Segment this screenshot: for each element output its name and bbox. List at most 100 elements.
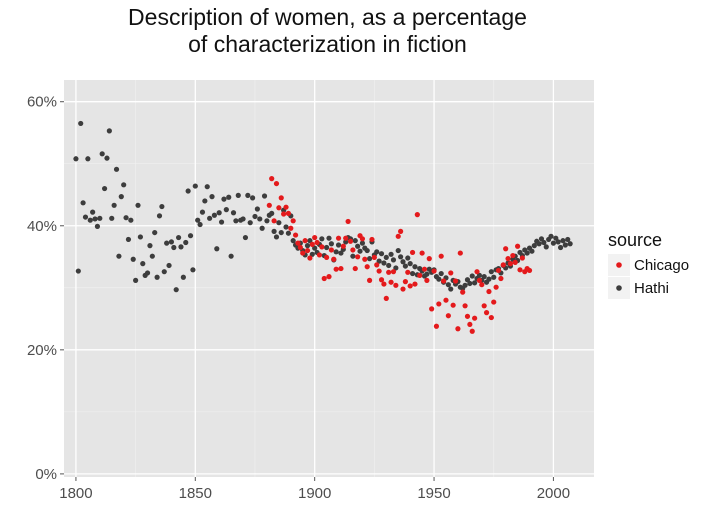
chicago-point	[395, 233, 401, 239]
chicago-point	[488, 314, 494, 321]
hathi-point	[388, 251, 394, 257]
chicago-point	[328, 247, 334, 253]
hathi-point	[94, 223, 101, 229]
hathi-point	[469, 273, 475, 279]
hathi-point	[283, 224, 289, 230]
hathi-point	[240, 216, 246, 222]
chicago-point	[350, 247, 356, 253]
hathi-point	[438, 270, 444, 277]
chicago-point	[362, 256, 368, 262]
x-tick-label: 1850	[179, 485, 212, 502]
chicago-point	[507, 261, 514, 267]
chicago-point	[333, 266, 339, 272]
chicago-point	[378, 277, 385, 283]
hathi-point	[75, 268, 81, 274]
hathi-point	[123, 215, 129, 221]
legend-label-hathi: Hathi	[634, 280, 669, 297]
hathi-point	[171, 244, 177, 251]
hathi-point	[374, 249, 380, 255]
chicago-point	[319, 244, 325, 250]
chicago-point	[278, 195, 284, 201]
chicago-point	[364, 264, 370, 270]
chicago-point	[469, 328, 475, 334]
chicago-point	[405, 269, 411, 275]
chicago-point	[407, 283, 413, 289]
chicago-point	[445, 313, 451, 319]
chicago-point	[450, 302, 456, 308]
chicago-point	[304, 247, 311, 254]
chicago-point	[440, 278, 447, 284]
hathi-point	[364, 247, 370, 254]
chicago-point	[314, 239, 320, 246]
chicago-point	[474, 269, 480, 275]
hathi-point	[211, 212, 218, 218]
chicago-point	[321, 275, 327, 282]
hathi-point	[278, 229, 284, 236]
hathi-point	[304, 243, 311, 249]
legend-key-hathi	[616, 285, 622, 291]
hathi-point	[529, 248, 535, 254]
chicago-point	[388, 279, 394, 285]
hathi-point	[183, 239, 189, 246]
hathi-point	[144, 270, 151, 276]
chicago-point	[338, 265, 344, 272]
hathi-point	[185, 188, 191, 194]
hathi-point	[386, 262, 392, 269]
hathi-point	[553, 235, 559, 241]
chicago-point	[515, 243, 521, 249]
hathi-point	[187, 233, 194, 239]
chicago-point	[309, 241, 315, 247]
chicago-point	[479, 282, 485, 288]
chicago-point	[402, 279, 408, 285]
hathi-point	[101, 185, 108, 192]
chart-title-line-1: Description of women, as a percentage	[128, 4, 527, 30]
hathi-point	[80, 200, 86, 206]
hathi-point	[228, 253, 234, 259]
legend-label-chicago: Chicago	[634, 257, 689, 274]
hathi-point	[307, 238, 313, 244]
hathi-point	[133, 277, 139, 283]
chicago-point	[312, 234, 318, 241]
hathi-point	[147, 243, 153, 249]
chicago-point	[443, 297, 449, 303]
hathi-point	[359, 240, 366, 246]
chicago-point	[316, 252, 323, 258]
chicago-point	[371, 254, 377, 261]
chicago-point	[493, 284, 499, 290]
chicago-point	[285, 210, 292, 216]
hathi-point	[276, 220, 282, 226]
chicago-point	[412, 281, 418, 287]
hathi-point	[190, 267, 196, 273]
hathi-point	[197, 221, 203, 228]
hathi-point	[104, 155, 110, 161]
chicago-point	[369, 236, 375, 243]
hathi-point	[161, 269, 167, 275]
chicago-point	[297, 244, 303, 251]
chicago-point	[393, 282, 399, 288]
hathi-point	[390, 257, 397, 263]
hathi-point	[409, 270, 416, 277]
hathi-point	[381, 260, 387, 266]
hathi-point	[462, 282, 468, 288]
chicago-point	[448, 270, 454, 276]
chicago-point	[436, 301, 442, 307]
hathi-point	[92, 216, 98, 222]
chicago-point	[281, 211, 287, 217]
hathi-point	[395, 247, 401, 254]
hathi-point	[137, 234, 143, 240]
hathi-point	[524, 250, 530, 256]
chicago-point	[421, 266, 428, 272]
hathi-point	[73, 156, 79, 162]
hathi-point	[154, 274, 160, 280]
chicago-point	[419, 250, 425, 256]
chicago-point	[417, 272, 423, 278]
chicago-point	[486, 288, 492, 295]
hathi-point	[166, 262, 172, 269]
chicago-point	[398, 228, 404, 234]
chicago-point	[347, 238, 354, 244]
hathi-point	[273, 234, 280, 240]
chicago-point	[414, 212, 420, 218]
hathi-point	[180, 274, 186, 280]
chicago-point	[400, 286, 406, 292]
chicago-point	[460, 289, 466, 295]
